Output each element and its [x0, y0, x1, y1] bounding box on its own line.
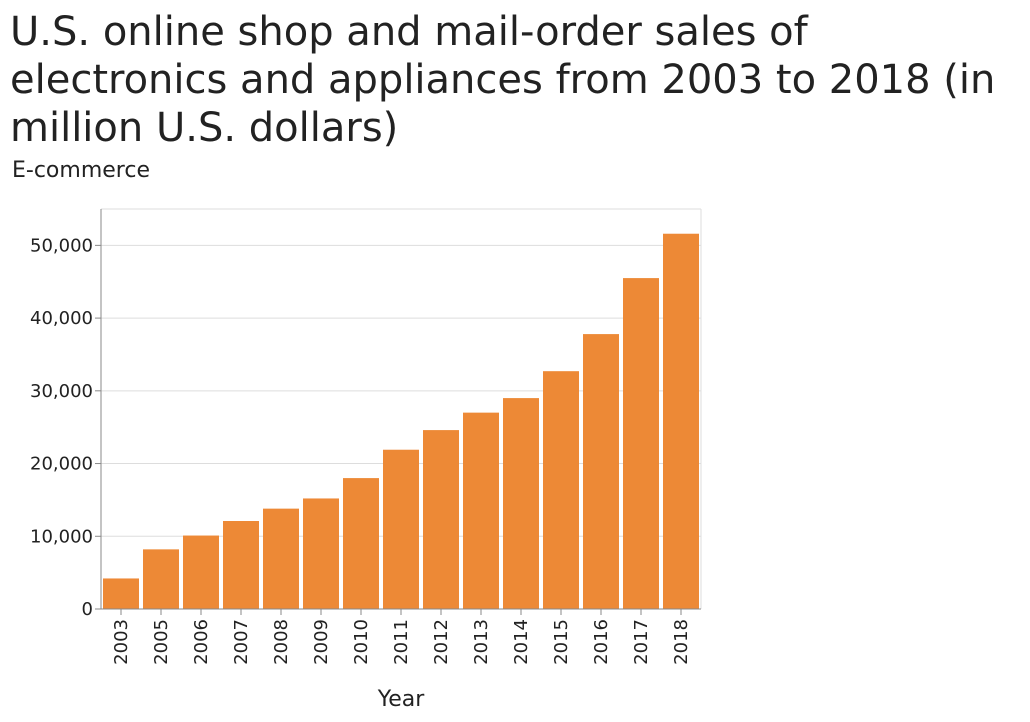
- bar: [263, 508, 299, 609]
- bar: [183, 535, 219, 609]
- y-tick-labels: 0 10,000 20,000 30,000 40,000 50,000: [30, 235, 93, 620]
- x-tick-label: 2017: [631, 619, 652, 665]
- bar: [503, 398, 539, 609]
- bar: [103, 578, 139, 609]
- x-axis-title: Year: [377, 687, 426, 712]
- y-tick-label: 30,000: [30, 381, 93, 402]
- bars: [103, 233, 699, 609]
- bar: [423, 430, 459, 609]
- bar: [223, 521, 259, 609]
- bar: [663, 233, 699, 609]
- bar: [583, 334, 619, 609]
- bar: [303, 498, 339, 609]
- axes: [95, 208, 702, 615]
- x-tick-label: 2016: [591, 619, 612, 665]
- x-tick-label: 2012: [431, 619, 452, 665]
- bar: [343, 478, 379, 609]
- bar: [623, 278, 659, 609]
- x-tick-label: 2018: [671, 619, 692, 665]
- x-tick-labels: 2003 2005 2006 2007 2008 2009 2010 2011 2012 2013…: [111, 619, 692, 665]
- bar: [543, 371, 579, 609]
- x-tick-label: 2007: [231, 619, 252, 665]
- chart-title: U.S. online shop and mail-order sales of…: [10, 9, 996, 151]
- x-tick-label: 2006: [191, 619, 212, 665]
- x-tick-label: 2011: [391, 619, 412, 665]
- y-tick-label: 10,000: [30, 526, 93, 547]
- x-tick-label: 2014: [511, 619, 532, 665]
- y-tick-label: 40,000: [30, 308, 93, 329]
- y-tick-label: 0: [82, 599, 93, 620]
- x-tick-label: 2008: [271, 619, 292, 665]
- x-tick-label: 2003: [111, 619, 132, 665]
- x-tick-label: 2010: [351, 619, 372, 665]
- x-tick-label: 2005: [151, 619, 172, 665]
- bar: [463, 412, 499, 609]
- y-axis-title: E-commerce: [12, 158, 150, 183]
- x-tick-label: 2015: [551, 619, 572, 665]
- y-tick-label: 50,000: [30, 235, 93, 256]
- y-tick-label: 20,000: [30, 454, 93, 475]
- x-tick-label: 2013: [471, 619, 492, 665]
- bar: [383, 449, 419, 609]
- bar: [143, 549, 179, 609]
- x-tick-label: 2009: [311, 619, 332, 665]
